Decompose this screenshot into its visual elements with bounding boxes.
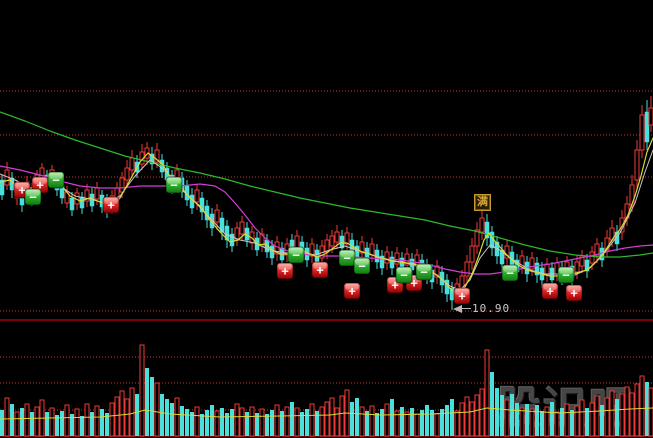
arrow-tail <box>462 308 471 309</box>
reduce-position-marker: − <box>47 171 65 189</box>
price-value: 10.90 <box>472 302 511 315</box>
volume-bars <box>0 344 653 437</box>
signal-markers: − <box>165 176 183 194</box>
signal-markers: − <box>338 249 356 267</box>
ma-long-green <box>0 111 653 258</box>
svg-text:−: − <box>343 251 351 266</box>
svg-text:+: + <box>107 198 115 213</box>
add-position-marker: + <box>311 261 329 279</box>
signal-markers: + <box>102 196 120 214</box>
volume-ma-line <box>0 407 653 420</box>
svg-text:−: − <box>506 266 514 281</box>
signal-markers: + <box>311 261 329 279</box>
signal-markers: − <box>287 246 305 264</box>
signal-markers: − <box>353 257 371 275</box>
reduce-position-marker: − <box>501 264 519 282</box>
add-position-marker: + <box>102 196 120 214</box>
svg-text:−: − <box>400 268 408 283</box>
add-position-marker: + <box>541 282 559 300</box>
svg-text:−: − <box>420 265 428 280</box>
svg-text:+: + <box>36 178 44 193</box>
add-position-marker: + <box>343 282 361 300</box>
signal-markers: − <box>557 266 575 284</box>
svg-text:+: + <box>348 284 356 299</box>
reduce-position-marker: − <box>353 257 371 275</box>
svg-text:+: + <box>391 278 399 293</box>
svg-text:−: − <box>29 190 37 205</box>
svg-text:−: − <box>170 178 178 193</box>
reduce-position-marker: − <box>395 266 413 284</box>
reduce-position-marker: − <box>557 266 575 284</box>
price-annotation: 10.90 <box>453 302 510 315</box>
signal-markers: − <box>501 264 519 282</box>
add-position-marker: + <box>276 262 294 280</box>
svg-text:+: + <box>546 284 554 299</box>
reduce-position-marker: − <box>338 249 356 267</box>
left-arrow-icon <box>453 304 462 313</box>
svg-text:+: + <box>458 289 466 304</box>
signal-markers: + <box>541 282 559 300</box>
svg-text:+: + <box>410 276 418 291</box>
gold-signal-icon: 满 <box>474 194 491 211</box>
svg-text:−: − <box>292 248 300 263</box>
svg-text:+: + <box>18 183 26 198</box>
reduce-position-marker: − <box>287 246 305 264</box>
reduce-position-marker: − <box>415 263 433 281</box>
svg-text:+: + <box>316 263 324 278</box>
ma-mid-magenta <box>0 165 653 275</box>
svg-text:+: + <box>570 286 578 301</box>
add-position-marker: + <box>453 287 471 305</box>
signal-markers: − <box>47 171 65 189</box>
svg-text:−: − <box>562 268 570 283</box>
svg-text:+: + <box>281 264 289 279</box>
reduce-position-marker: − <box>24 188 42 206</box>
reduce-position-marker: − <box>165 176 183 194</box>
signal-markers: − <box>24 188 42 206</box>
add-position-marker: + <box>565 284 583 302</box>
signal-markers: − <box>415 263 433 281</box>
signal-markers: + <box>276 262 294 280</box>
signal-markers: + <box>565 284 583 302</box>
signal-markers: + <box>453 287 471 305</box>
svg-text:−: − <box>52 173 60 188</box>
svg-text:−: − <box>358 259 366 274</box>
ma-short-yellow <box>0 137 653 294</box>
signal-markers: − <box>395 266 413 284</box>
signal-markers: + <box>343 282 361 300</box>
